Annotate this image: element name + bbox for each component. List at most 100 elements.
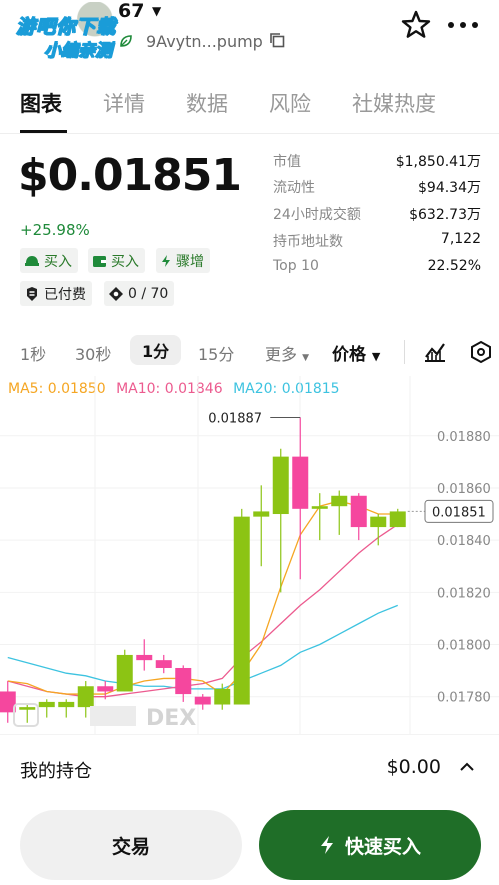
interval-more-dropdown[interactable]: 更多 ▼ [265,341,309,365]
divider [404,340,405,364]
candle-body [194,696,211,705]
badge-buy-wallet-label: 买入 [111,253,139,270]
interval-15m[interactable]: 15分 [198,345,235,364]
ma20-line [7,604,398,690]
y-tick-label: 0.01820 [437,586,491,601]
ma10-line [7,523,399,698]
candle-body [38,701,55,708]
candle-body [155,660,172,668]
badge-holders-label: 0 / 70 [128,285,169,302]
lightning-icon [320,836,333,854]
candle-body [331,495,348,507]
tab-social[interactable]: 社媒热度 [352,92,436,116]
settings-hexagon-icon[interactable] [469,340,493,364]
candle-body [311,506,328,509]
candle-body [0,691,16,713]
trade-button[interactable]: 交易 [20,810,242,880]
interval-1m[interactable]: 1分 [130,335,182,365]
wallet-icon [93,255,106,267]
stat-volume-24h: 24小时成交额 $632.73万 [273,204,481,228]
stat-label: 24小时成交额 [273,207,361,223]
stat-value: 22.52% [427,258,481,274]
current-price-label: 0.01851 [432,505,486,520]
tab-data[interactable]: 数据 [186,92,228,116]
dex-paid-icon [27,286,37,301]
token-header: 游吧你下载 小编亲测 67 ▼ 9Avytn...pump [0,0,499,70]
badge-surge-label: 骤增 [176,253,204,270]
stat-top10: Top 10 22.52% [273,258,481,282]
watermark-text: DEX [146,706,196,731]
y-tick-label: 0.01880 [437,430,491,445]
contract-address: 9Avytn...pump [146,32,263,51]
stat-value: 7,122 [440,231,481,247]
triangle-down-icon: ▼ [302,353,310,363]
badge-paid-label: 已付费 [44,286,86,303]
candle-body [389,511,406,528]
high-price-label: 0.01887 [208,411,262,426]
chevron-up-icon[interactable] [459,759,475,775]
stat-label: Top 10 [273,258,319,274]
candle-body [136,654,153,661]
badge-paid[interactable]: 已付费 [20,281,92,306]
candle-body [370,516,387,528]
quick-buy-button[interactable]: 快速买入 [259,810,481,880]
current-price-tag [424,499,494,523]
stat-value: $94.34万 [418,180,481,196]
y-tick-label: 0.01800 [437,639,491,654]
candlestick-chart[interactable]: 0.01880 0.01860 0.01840 0.01820 0.01800 0.017… [0,376,499,734]
badge-holders[interactable]: 0 / 70 [104,281,175,306]
trade-button-label: 交易 [111,835,150,858]
tab-details[interactable]: 详情 [103,92,145,116]
ma20-label: MA20: 0.01815 [233,381,340,397]
indicator-icon[interactable] [423,340,447,364]
tab-risk[interactable]: 风险 [269,92,311,116]
watermark-icon [13,703,39,727]
active-tab-indicator [20,130,67,133]
leaf-icon [120,35,132,47]
lightning-icon [162,254,170,267]
badge-surge[interactable]: 骤增 [156,248,210,273]
interval-30s[interactable]: 30秒 [75,345,112,364]
tab-chart[interactable]: 图表 [20,92,62,116]
candle-body [272,456,289,515]
stat-label: 持币地址数 [273,234,343,250]
watermark-checker [90,706,136,726]
ma10-label: MA10: 0.01846 [116,381,223,397]
interval-1s[interactable]: 1秒 [20,345,47,364]
chevron-down-icon[interactable]: ▼ [152,4,162,18]
token-avatar[interactable]: 游吧你下载 小编亲测 [8,2,132,62]
token-name[interactable]: 67 [118,0,145,22]
badge-buy-smart-label: 买入 [44,253,72,270]
tab-bar: 图表 详情 数据 风险 社媒热度 [0,80,499,134]
current-price: $0.01851 [18,150,242,201]
price-type-dropdown[interactable]: 价格 ▼ [332,340,380,365]
candle-body [77,686,94,708]
candle-body [233,516,250,705]
stat-label: 市值 [273,154,301,170]
candle-body [350,495,367,528]
badge-buy-smart[interactable]: 买入 [20,248,78,273]
y-tick-label: 0.01840 [437,534,491,549]
stat-market-cap: 市值 $1,850.41万 [273,151,481,175]
holding-row[interactable]: 我的持仓 $0.00 [0,734,499,798]
holding-value: $0.00 [386,756,441,778]
candle-body [116,654,133,692]
candle-body [19,707,36,710]
stat-value: $632.73万 [409,207,481,223]
stat-holders: 持币地址数 7,122 [273,231,481,255]
copy-icon[interactable] [268,31,286,49]
hat-icon [25,255,39,266]
stat-label: 流动性 [273,180,315,196]
candle-body [175,667,192,695]
diamond-icon [109,286,123,301]
candle-body [58,701,75,708]
badge-buy-wallet[interactable]: 买入 [88,248,145,273]
stat-value: $1,850.41万 [395,154,481,170]
candle-body [97,686,114,692]
quick-buy-button-label: 快速买入 [344,835,421,858]
avatar-stamp-text-2: 小编亲测 [43,40,112,61]
candle-body [214,688,231,705]
more-icon[interactable] [446,19,480,31]
price-chart[interactable]: 0.01880 0.01860 0.01840 0.01820 0.01800 0.017… [0,376,499,734]
star-icon[interactable] [400,9,432,41]
